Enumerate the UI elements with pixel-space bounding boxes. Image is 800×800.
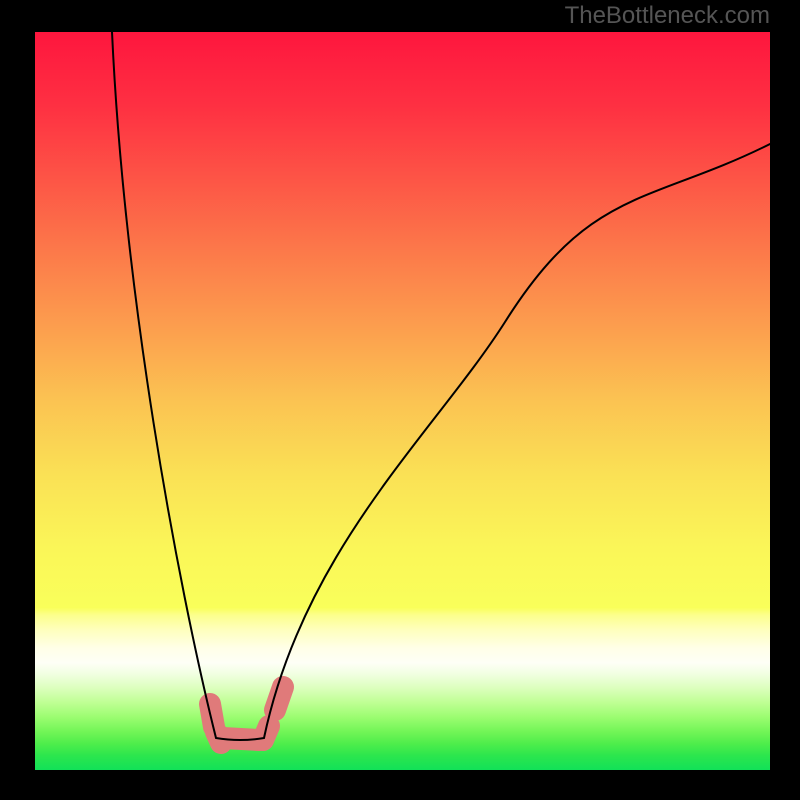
curve-layer <box>35 32 770 770</box>
bottleneck-curve <box>112 32 770 740</box>
watermark-text: TheBottleneck.com <box>565 2 770 30</box>
highlight-capsules <box>210 687 283 743</box>
plot-area <box>35 32 770 770</box>
chart-frame: TheBottleneck.com <box>0 0 800 800</box>
